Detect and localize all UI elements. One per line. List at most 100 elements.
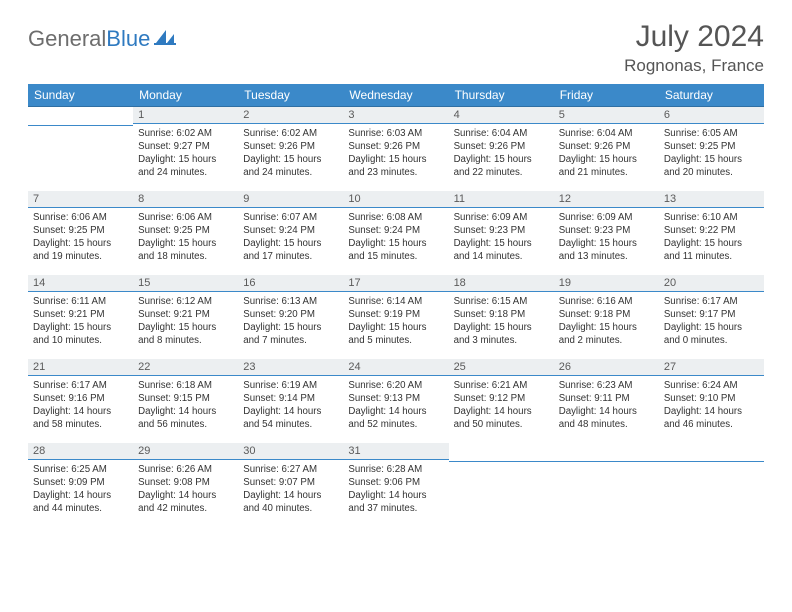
day-number: 6 (659, 107, 764, 124)
day-cell-11: 11Sunrise: 6:09 AMSunset: 9:23 PMDayligh… (449, 191, 554, 275)
calendar-table: SundayMondayTuesdayWednesdayThursdayFrid… (28, 84, 764, 527)
week-row: 7Sunrise: 6:06 AMSunset: 9:25 PMDaylight… (28, 191, 764, 275)
day-content: Sunrise: 6:06 AMSunset: 9:25 PMDaylight:… (28, 208, 133, 265)
day-content: Sunrise: 6:03 AMSunset: 9:26 PMDaylight:… (343, 124, 448, 181)
day-content: Sunrise: 6:16 AMSunset: 9:18 PMDaylight:… (554, 292, 659, 349)
day-number: 16 (238, 275, 343, 292)
day-cell-empty (28, 107, 133, 192)
day-cell-29: 29Sunrise: 6:26 AMSunset: 9:08 PMDayligh… (133, 443, 238, 527)
day-cell-5: 5Sunrise: 6:04 AMSunset: 9:26 PMDaylight… (554, 107, 659, 192)
day-content: Sunrise: 6:25 AMSunset: 9:09 PMDaylight:… (28, 460, 133, 517)
calendar-body: 1Sunrise: 6:02 AMSunset: 9:27 PMDaylight… (28, 107, 764, 528)
day-content: Sunrise: 6:11 AMSunset: 9:21 PMDaylight:… (28, 292, 133, 349)
day-content: Sunrise: 6:09 AMSunset: 9:23 PMDaylight:… (449, 208, 554, 265)
day-content: Sunrise: 6:23 AMSunset: 9:11 PMDaylight:… (554, 376, 659, 433)
day-number: 5 (554, 107, 659, 124)
dayname-saturday: Saturday (659, 84, 764, 107)
day-cell-19: 19Sunrise: 6:16 AMSunset: 9:18 PMDayligh… (554, 275, 659, 359)
day-number: 18 (449, 275, 554, 292)
day-cell-8: 8Sunrise: 6:06 AMSunset: 9:25 PMDaylight… (133, 191, 238, 275)
logo-part2: Blue (106, 26, 150, 51)
day-cell-15: 15Sunrise: 6:12 AMSunset: 9:21 PMDayligh… (133, 275, 238, 359)
day-number: 11 (449, 191, 554, 208)
day-number (449, 443, 554, 462)
day-content: Sunrise: 6:12 AMSunset: 9:21 PMDaylight:… (133, 292, 238, 349)
day-number: 10 (343, 191, 448, 208)
day-cell-4: 4Sunrise: 6:04 AMSunset: 9:26 PMDaylight… (449, 107, 554, 192)
day-number: 2 (238, 107, 343, 124)
day-number: 4 (449, 107, 554, 124)
day-cell-25: 25Sunrise: 6:21 AMSunset: 9:12 PMDayligh… (449, 359, 554, 443)
logo-sail-icon (154, 28, 176, 51)
calendar-head: SundayMondayTuesdayWednesdayThursdayFrid… (28, 84, 764, 107)
day-number: 3 (343, 107, 448, 124)
day-number: 19 (554, 275, 659, 292)
day-content: Sunrise: 6:07 AMSunset: 9:24 PMDaylight:… (238, 208, 343, 265)
location: Rognonas, France (624, 56, 764, 76)
day-number: 25 (449, 359, 554, 376)
day-number: 14 (28, 275, 133, 292)
day-content: Sunrise: 6:28 AMSunset: 9:06 PMDaylight:… (343, 460, 448, 517)
day-cell-13: 13Sunrise: 6:10 AMSunset: 9:22 PMDayligh… (659, 191, 764, 275)
day-content: Sunrise: 6:10 AMSunset: 9:22 PMDaylight:… (659, 208, 764, 265)
day-cell-empty (449, 443, 554, 527)
day-number: 13 (659, 191, 764, 208)
day-number: 8 (133, 191, 238, 208)
day-content: Sunrise: 6:02 AMSunset: 9:27 PMDaylight:… (133, 124, 238, 181)
header: GeneralBlue July 2024 Rognonas, France (28, 20, 764, 76)
day-number: 1 (133, 107, 238, 124)
day-number: 9 (238, 191, 343, 208)
day-number: 26 (554, 359, 659, 376)
day-content: Sunrise: 6:17 AMSunset: 9:17 PMDaylight:… (659, 292, 764, 349)
day-number (28, 107, 133, 126)
day-cell-26: 26Sunrise: 6:23 AMSunset: 9:11 PMDayligh… (554, 359, 659, 443)
day-cell-14: 14Sunrise: 6:11 AMSunset: 9:21 PMDayligh… (28, 275, 133, 359)
day-number: 20 (659, 275, 764, 292)
day-content: Sunrise: 6:15 AMSunset: 9:18 PMDaylight:… (449, 292, 554, 349)
day-content: Sunrise: 6:19 AMSunset: 9:14 PMDaylight:… (238, 376, 343, 433)
day-number: 23 (238, 359, 343, 376)
day-number: 22 (133, 359, 238, 376)
day-cell-21: 21Sunrise: 6:17 AMSunset: 9:16 PMDayligh… (28, 359, 133, 443)
day-cell-12: 12Sunrise: 6:09 AMSunset: 9:23 PMDayligh… (554, 191, 659, 275)
day-number: 24 (343, 359, 448, 376)
day-cell-17: 17Sunrise: 6:14 AMSunset: 9:19 PMDayligh… (343, 275, 448, 359)
day-cell-9: 9Sunrise: 6:07 AMSunset: 9:24 PMDaylight… (238, 191, 343, 275)
dayname-tuesday: Tuesday (238, 84, 343, 107)
day-number: 15 (133, 275, 238, 292)
week-row: 21Sunrise: 6:17 AMSunset: 9:16 PMDayligh… (28, 359, 764, 443)
day-number: 17 (343, 275, 448, 292)
day-content: Sunrise: 6:02 AMSunset: 9:26 PMDaylight:… (238, 124, 343, 181)
day-number: 7 (28, 191, 133, 208)
logo-part1: General (28, 26, 106, 51)
logo: GeneralBlue (28, 20, 176, 52)
day-number: 29 (133, 443, 238, 460)
day-cell-1: 1Sunrise: 6:02 AMSunset: 9:27 PMDaylight… (133, 107, 238, 192)
day-cell-10: 10Sunrise: 6:08 AMSunset: 9:24 PMDayligh… (343, 191, 448, 275)
day-content: Sunrise: 6:04 AMSunset: 9:26 PMDaylight:… (554, 124, 659, 181)
day-content: Sunrise: 6:13 AMSunset: 9:20 PMDaylight:… (238, 292, 343, 349)
day-number: 27 (659, 359, 764, 376)
day-cell-28: 28Sunrise: 6:25 AMSunset: 9:09 PMDayligh… (28, 443, 133, 527)
day-content: Sunrise: 6:04 AMSunset: 9:26 PMDaylight:… (449, 124, 554, 181)
day-content: Sunrise: 6:14 AMSunset: 9:19 PMDaylight:… (343, 292, 448, 349)
dayname-wednesday: Wednesday (343, 84, 448, 107)
day-number: 28 (28, 443, 133, 460)
week-row: 1Sunrise: 6:02 AMSunset: 9:27 PMDaylight… (28, 107, 764, 192)
day-cell-20: 20Sunrise: 6:17 AMSunset: 9:17 PMDayligh… (659, 275, 764, 359)
day-cell-7: 7Sunrise: 6:06 AMSunset: 9:25 PMDaylight… (28, 191, 133, 275)
day-number: 31 (343, 443, 448, 460)
dayname-friday: Friday (554, 84, 659, 107)
day-cell-22: 22Sunrise: 6:18 AMSunset: 9:15 PMDayligh… (133, 359, 238, 443)
day-cell-6: 6Sunrise: 6:05 AMSunset: 9:25 PMDaylight… (659, 107, 764, 192)
month-title: July 2024 (624, 20, 764, 54)
day-cell-23: 23Sunrise: 6:19 AMSunset: 9:14 PMDayligh… (238, 359, 343, 443)
day-number: 12 (554, 191, 659, 208)
day-content: Sunrise: 6:08 AMSunset: 9:24 PMDaylight:… (343, 208, 448, 265)
week-row: 14Sunrise: 6:11 AMSunset: 9:21 PMDayligh… (28, 275, 764, 359)
day-content: Sunrise: 6:06 AMSunset: 9:25 PMDaylight:… (133, 208, 238, 265)
week-row: 28Sunrise: 6:25 AMSunset: 9:09 PMDayligh… (28, 443, 764, 527)
day-cell-3: 3Sunrise: 6:03 AMSunset: 9:26 PMDaylight… (343, 107, 448, 192)
day-content: Sunrise: 6:09 AMSunset: 9:23 PMDaylight:… (554, 208, 659, 265)
title-block: July 2024 Rognonas, France (624, 20, 764, 76)
